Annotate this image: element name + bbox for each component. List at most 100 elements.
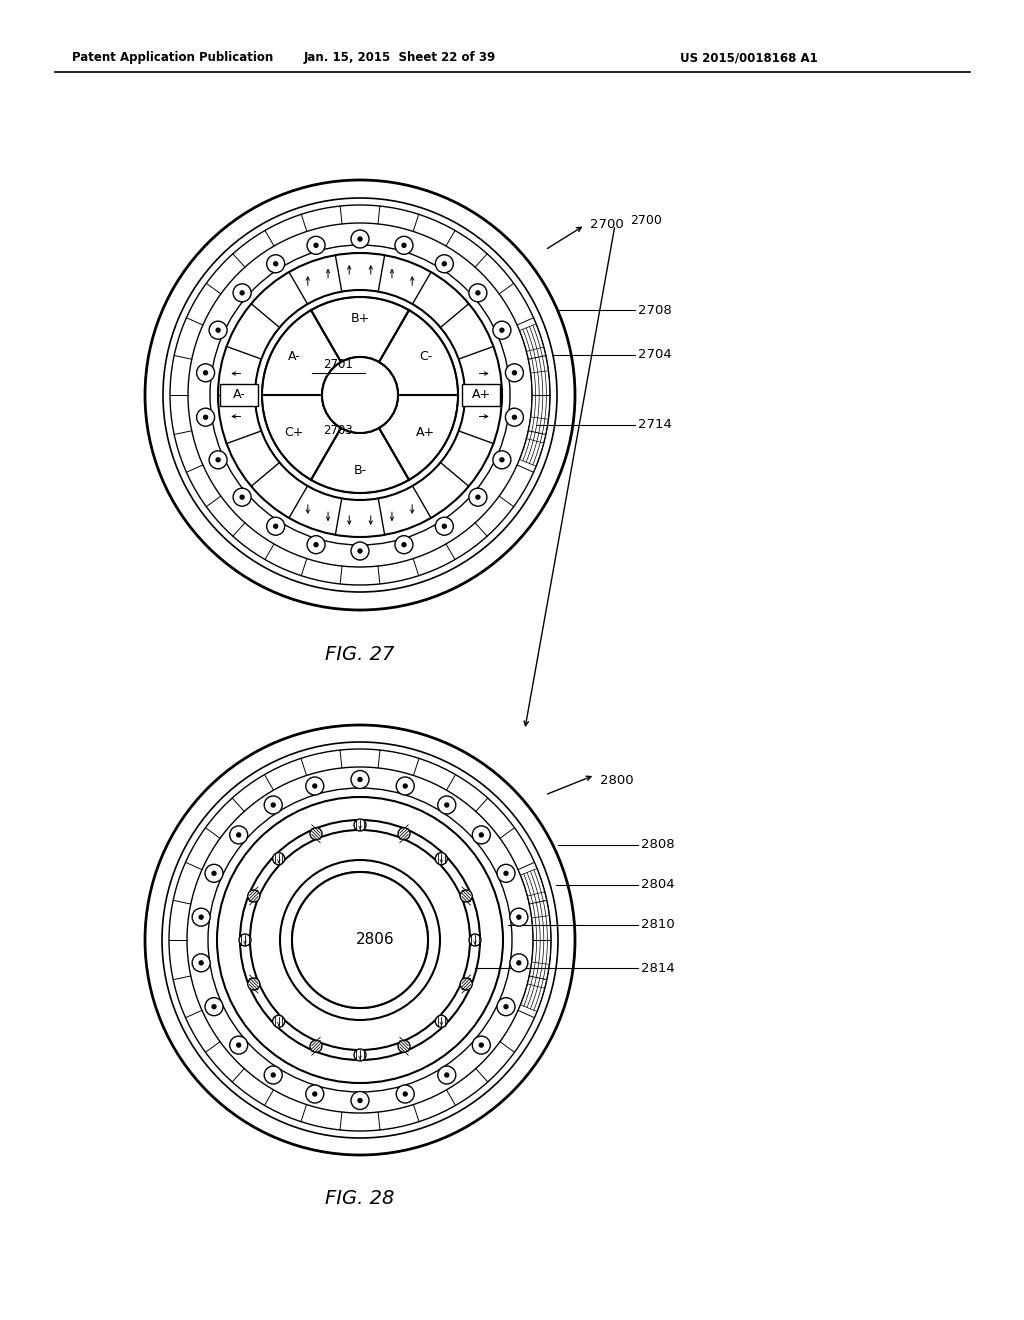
Circle shape: [398, 1040, 410, 1052]
Circle shape: [204, 371, 208, 375]
Circle shape: [512, 416, 516, 420]
Circle shape: [435, 1015, 447, 1027]
Circle shape: [197, 364, 215, 381]
Circle shape: [510, 954, 527, 972]
Text: 2814: 2814: [641, 961, 675, 974]
Circle shape: [229, 826, 248, 843]
Circle shape: [229, 1036, 248, 1055]
Circle shape: [351, 771, 369, 788]
Circle shape: [199, 915, 203, 919]
Circle shape: [504, 871, 508, 875]
Circle shape: [469, 488, 486, 506]
Circle shape: [396, 1085, 415, 1104]
Circle shape: [266, 517, 285, 535]
FancyBboxPatch shape: [220, 384, 258, 407]
Circle shape: [272, 853, 285, 865]
Text: A+: A+: [471, 388, 490, 401]
Circle shape: [395, 236, 413, 255]
Circle shape: [351, 230, 369, 248]
Circle shape: [272, 1015, 285, 1027]
Circle shape: [240, 290, 244, 294]
Circle shape: [205, 865, 223, 882]
Text: FIG. 28: FIG. 28: [326, 1188, 394, 1208]
Circle shape: [237, 833, 241, 837]
Text: B+: B+: [350, 313, 370, 326]
Text: 2800: 2800: [600, 774, 634, 787]
Circle shape: [322, 356, 398, 433]
Circle shape: [398, 828, 410, 840]
Circle shape: [517, 915, 521, 919]
Circle shape: [310, 1040, 322, 1052]
Circle shape: [506, 364, 523, 381]
FancyBboxPatch shape: [462, 384, 500, 407]
Circle shape: [497, 998, 515, 1015]
Text: FIG. 27: FIG. 27: [326, 645, 394, 664]
Circle shape: [402, 243, 406, 247]
Circle shape: [512, 371, 516, 375]
Circle shape: [233, 284, 251, 302]
Circle shape: [403, 784, 408, 788]
Circle shape: [216, 329, 220, 333]
Circle shape: [193, 954, 210, 972]
Circle shape: [212, 1005, 216, 1008]
Circle shape: [233, 488, 251, 506]
Circle shape: [358, 549, 361, 553]
Text: 2810: 2810: [641, 919, 675, 932]
Circle shape: [395, 536, 413, 553]
Text: 2714: 2714: [638, 418, 672, 432]
Circle shape: [310, 828, 322, 840]
Circle shape: [264, 796, 283, 814]
Circle shape: [444, 803, 449, 807]
Circle shape: [438, 1067, 456, 1084]
Circle shape: [354, 1049, 366, 1061]
Circle shape: [402, 543, 406, 546]
Text: 2700: 2700: [590, 219, 624, 231]
Circle shape: [476, 495, 480, 499]
Circle shape: [199, 961, 203, 965]
Circle shape: [506, 408, 523, 426]
Circle shape: [472, 1036, 490, 1055]
Text: 2703: 2703: [324, 424, 353, 437]
Text: C+: C+: [285, 426, 304, 440]
Circle shape: [197, 408, 215, 426]
Circle shape: [312, 1092, 316, 1096]
Circle shape: [358, 238, 361, 242]
Circle shape: [292, 873, 428, 1008]
Circle shape: [306, 1085, 324, 1104]
Circle shape: [264, 1067, 283, 1084]
Text: US 2015/0018168 A1: US 2015/0018168 A1: [680, 51, 818, 65]
Text: 2708: 2708: [638, 304, 672, 317]
Circle shape: [497, 865, 515, 882]
Text: A-: A-: [288, 351, 301, 363]
Text: A-: A-: [232, 388, 246, 401]
Circle shape: [396, 777, 415, 795]
Text: B-: B-: [353, 465, 367, 478]
Circle shape: [306, 777, 324, 795]
Circle shape: [442, 524, 446, 528]
Circle shape: [500, 458, 504, 462]
Circle shape: [314, 543, 318, 546]
Circle shape: [435, 517, 454, 535]
Text: 2700: 2700: [630, 214, 662, 227]
Circle shape: [205, 998, 223, 1015]
Circle shape: [312, 784, 316, 788]
Text: 2806: 2806: [355, 932, 394, 948]
Circle shape: [271, 803, 275, 807]
Circle shape: [493, 321, 511, 339]
Circle shape: [237, 1043, 241, 1047]
Circle shape: [193, 908, 210, 927]
Circle shape: [517, 961, 521, 965]
Circle shape: [307, 236, 325, 255]
Text: A+: A+: [416, 426, 435, 440]
Circle shape: [351, 543, 369, 560]
Circle shape: [354, 818, 366, 832]
Circle shape: [209, 451, 227, 469]
Circle shape: [273, 524, 278, 528]
Circle shape: [358, 777, 361, 781]
Circle shape: [307, 536, 325, 553]
Circle shape: [444, 1073, 449, 1077]
Circle shape: [271, 1073, 275, 1077]
Circle shape: [212, 871, 216, 875]
Circle shape: [493, 451, 511, 469]
Text: 2701: 2701: [323, 359, 353, 371]
